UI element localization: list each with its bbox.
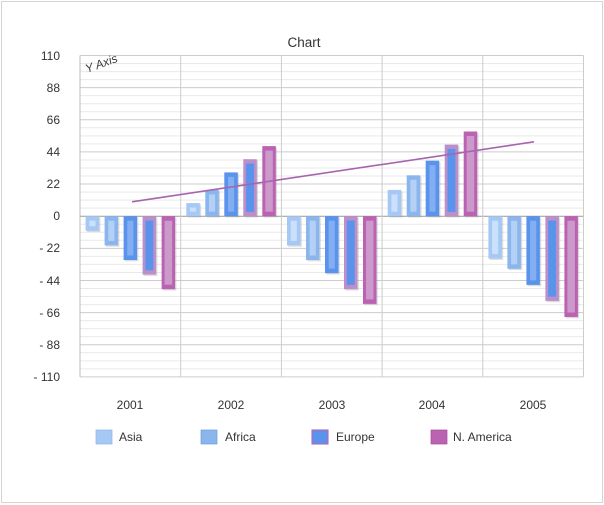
svg-text:2004: 2004 [419,398,446,412]
svg-text:Asia: Asia [119,430,143,444]
svg-text:- 44: - 44 [39,274,60,288]
svg-text:N. America: N. America [453,430,512,444]
svg-text:Y Axis: Y Axis [83,51,119,76]
svg-text:Africa: Africa [225,430,256,444]
svg-text:0: 0 [53,209,60,223]
svg-text:66: 66 [47,113,61,127]
svg-text:2005: 2005 [520,398,547,412]
svg-text:88: 88 [47,81,61,95]
svg-text:22: 22 [47,177,61,191]
svg-text:- 22: - 22 [39,241,60,255]
svg-text:2001: 2001 [117,398,144,412]
svg-text:110: 110 [41,49,60,63]
svg-text:44: 44 [47,145,61,159]
svg-text:- 66: - 66 [39,306,60,320]
svg-text:2002: 2002 [218,398,245,412]
svg-text:2003: 2003 [319,398,346,412]
svg-text:- 88: - 88 [39,338,60,352]
svg-text:- 110: - 110 [34,370,61,384]
svg-text:Europe: Europe [336,430,375,444]
